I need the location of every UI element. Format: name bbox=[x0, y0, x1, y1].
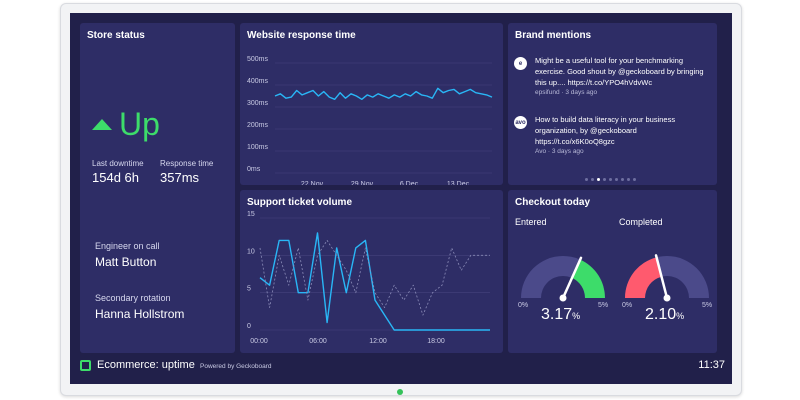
mention-meta: epsifund · 3 days ago bbox=[535, 89, 598, 96]
entered-value: 3.17% bbox=[541, 306, 581, 323]
ticket-volume-chart: 15 10 5 0 00:00 06:00 12:00 18:00 bbox=[247, 211, 490, 345]
y-tick-label: 10 bbox=[247, 248, 255, 255]
store-status-widget: Store status Up Last downtime 154d 6h Re… bbox=[80, 23, 235, 353]
y-tick-label: 400ms bbox=[247, 78, 269, 85]
engineer-label: Engineer on call bbox=[95, 241, 160, 251]
x-tick-label: 06:00 bbox=[309, 338, 327, 345]
pager-dot[interactable] bbox=[633, 178, 636, 181]
clock: 11:37 bbox=[698, 359, 725, 371]
x-tick-label: 22 Nov bbox=[301, 181, 324, 185]
y-tick-label: 200ms bbox=[247, 122, 269, 129]
widget-title: Website response time bbox=[247, 30, 356, 41]
avo-logo-icon: avo bbox=[514, 116, 527, 129]
pager-dot[interactable] bbox=[621, 178, 624, 181]
dashboard-title: Ecommerce: uptime bbox=[97, 359, 195, 371]
gauge-needle bbox=[561, 256, 583, 300]
stat-label: Last downtime bbox=[92, 159, 144, 168]
gauge-fill bbox=[571, 259, 605, 298]
gauge-min-label: 0% bbox=[518, 302, 528, 309]
status-text: Up bbox=[119, 106, 160, 142]
gauge-max-label: 5% bbox=[702, 302, 712, 309]
y-tick-label: 500ms bbox=[247, 56, 269, 63]
x-tick-label: 6 Dec bbox=[400, 181, 419, 185]
pager-dot[interactable] bbox=[603, 178, 606, 181]
engineer-name: Matt Button bbox=[95, 255, 157, 269]
gauge-pivot bbox=[559, 294, 567, 302]
x-tick-label: 00:00 bbox=[250, 338, 268, 345]
y-tick-label: 0 bbox=[247, 323, 251, 330]
mention-item[interactable]: avo How to build data literacy in your b… bbox=[514, 114, 705, 155]
y-tick-label: 0ms bbox=[247, 166, 261, 173]
x-tick-label: 13 Dec bbox=[447, 181, 470, 185]
pager-dot[interactable] bbox=[627, 178, 630, 181]
gauge-label-entered: Entered bbox=[515, 217, 547, 227]
stat-label: Response time bbox=[160, 159, 214, 168]
series-line bbox=[274, 87, 493, 101]
response-time-stat: Response time 357ms bbox=[160, 159, 213, 185]
up-arrow-icon bbox=[92, 118, 112, 130]
y-tick-label: 100ms bbox=[247, 144, 269, 151]
pager-dot[interactable] bbox=[615, 178, 618, 181]
mention-item[interactable]: e Might be a useful tool for your benchm… bbox=[514, 55, 705, 96]
stat-value: 357ms bbox=[160, 170, 200, 185]
secondary-label: Secondary rotation bbox=[95, 293, 171, 303]
pager-dot[interactable] bbox=[609, 178, 612, 181]
y-tick-label: 15 bbox=[247, 211, 255, 218]
gauge-label-completed: Completed bbox=[619, 217, 663, 227]
series-line bbox=[259, 232, 490, 331]
entered-gauge: 0% 5% bbox=[518, 256, 608, 309]
gauge-min-label: 0% bbox=[622, 302, 632, 309]
gauge-max-label: 5% bbox=[598, 302, 608, 309]
pager-dot[interactable] bbox=[585, 178, 588, 181]
completed-value: 2.10% bbox=[645, 306, 685, 323]
gauge-fill bbox=[625, 257, 662, 298]
checkout-widget: Checkout today Entered Completed 0% 5% 0%… bbox=[508, 190, 717, 353]
response-time-chart: 500ms 400ms 300ms 200ms 100ms 0ms 22 Nov 29 Nov… bbox=[247, 56, 493, 185]
dashboard-screen: Store status Up Last downtime 154d 6h Re… bbox=[70, 13, 732, 384]
gauge-pivot bbox=[663, 294, 671, 302]
mention-text: How to build data literacy in your busin… bbox=[535, 115, 676, 146]
y-tick-label: 5 bbox=[247, 286, 251, 293]
mention-text: Might be a useful tool for your benchmar… bbox=[535, 56, 704, 87]
secondary-name: Hanna Hollstrom bbox=[95, 307, 185, 321]
pager-dot[interactable] bbox=[597, 178, 600, 181]
ticket-volume-widget: Support ticket volume 15 10 5 0 00:00 06:00 12… bbox=[240, 190, 503, 353]
widget-title: Brand mentions bbox=[515, 30, 592, 41]
widget-title: Support ticket volume bbox=[247, 197, 353, 208]
geckoboard-logo-icon bbox=[80, 360, 91, 371]
powered-by: Powered by Geckoboard bbox=[200, 363, 272, 370]
pagination-dots[interactable] bbox=[585, 178, 636, 181]
pager-dot[interactable] bbox=[591, 178, 594, 181]
x-tick-label: 12:00 bbox=[369, 338, 387, 345]
response-time-widget: Website response time 500ms 400ms 300ms 200… bbox=[240, 23, 503, 185]
status-indicator: Up bbox=[92, 108, 160, 140]
mention-meta: Avo · 3 days ago bbox=[535, 148, 584, 155]
y-tick-label: 300ms bbox=[247, 100, 269, 107]
series-line bbox=[259, 240, 490, 316]
power-led bbox=[397, 389, 403, 395]
last-downtime-stat: Last downtime 154d 6h bbox=[92, 159, 144, 185]
gauge-needle bbox=[654, 254, 669, 300]
x-tick-label: 18:00 bbox=[427, 338, 445, 345]
widget-title: Store status bbox=[87, 30, 145, 41]
widget-title: Checkout today bbox=[515, 197, 591, 208]
dashboard-footer: Ecommerce: uptime Powered by Geckoboard … bbox=[80, 357, 725, 377]
x-tick-label: 29 Nov bbox=[351, 181, 374, 185]
brand-mentions-widget: Brand mentions e Might be a useful tool … bbox=[508, 23, 717, 185]
epsifund-logo-icon: e bbox=[514, 57, 527, 70]
stat-value: 154d 6h bbox=[92, 170, 139, 185]
completed-gauge: 0% 5% bbox=[622, 254, 712, 309]
